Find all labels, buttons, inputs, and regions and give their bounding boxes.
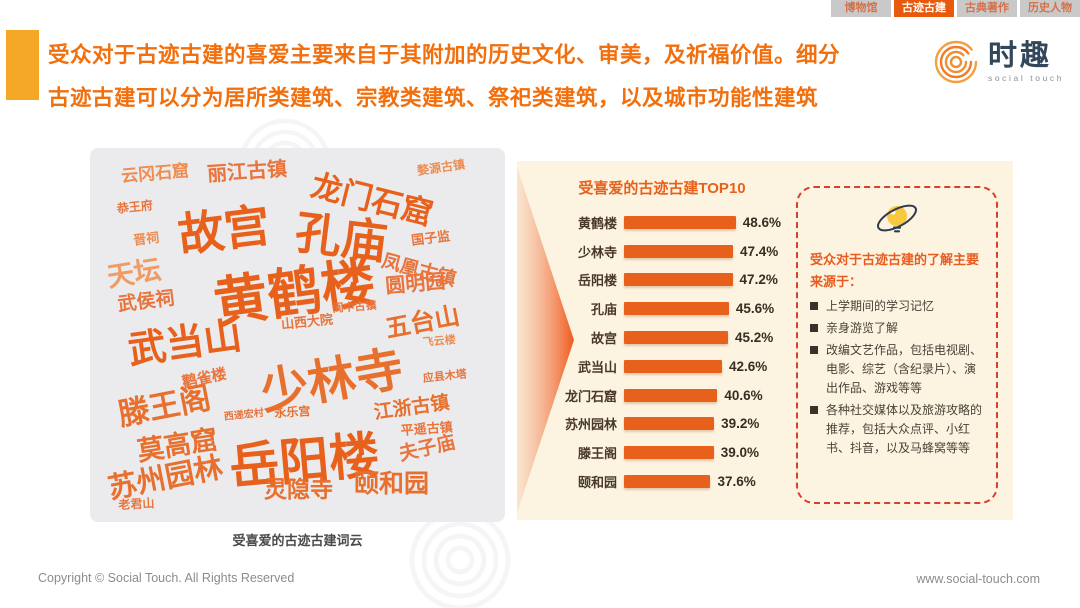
bar	[624, 359, 722, 373]
bar	[624, 388, 718, 402]
page-title: 受众对于古迹古建的喜爱主要来自于其附加的历史文化、审美，及祈福价值。细分 古迹古…	[48, 34, 918, 120]
bar-label: 孔庙	[590, 302, 617, 318]
spiral-rings-icon	[934, 40, 978, 84]
bar-value: 39.2%	[721, 416, 760, 432]
brand-subtitle: social touch	[988, 73, 1065, 83]
bar-label: 岳阳楼	[577, 273, 617, 289]
wordcloud-word: 云冈石窟	[120, 161, 190, 186]
footer-website: www.social-touch.com	[916, 572, 1040, 586]
bar-value: 40.6%	[724, 387, 763, 403]
page-title-line1: 受众对于古迹古建的喜爱主要来自于其附加的历史文化、审美，及祈福价值。细分	[48, 43, 841, 67]
arrow-right-icon	[517, 167, 574, 513]
bar	[624, 475, 711, 489]
bar-value: 48.6%	[742, 214, 782, 230]
bar-label: 黄鹤楼	[577, 215, 617, 231]
bullet-text: 亲身游览了解	[826, 321, 899, 335]
bar	[624, 273, 733, 287]
bar-value: 45.2%	[734, 330, 774, 346]
bullet-text: 改编文艺作品，包括电视剧、电影、综艺（含纪录片）、演出作品、游戏等等	[826, 343, 983, 395]
bar-label: 龙门石窟	[564, 388, 617, 404]
bar-row: 岳阳楼 47.2%	[525, 266, 781, 295]
accent-square	[6, 30, 39, 100]
bar-row: 滕王阁 39.0%	[525, 438, 781, 467]
bar	[624, 331, 728, 345]
bar-label: 滕王阁	[577, 446, 617, 462]
bar-row: 颐和园 37.6%	[525, 467, 781, 496]
bar-label: 故宫	[590, 331, 617, 347]
insight-bullet: 亲身游览了解	[810, 319, 984, 338]
wordcloud-word: 武当山	[125, 315, 245, 373]
insight-bullet: 改编文艺作品，包括电视剧、电影、综艺（含纪录片）、演出作品、游戏等等	[810, 341, 984, 398]
footer-copyright: Copyright © Social Touch. All Rights Res…	[38, 571, 295, 585]
wordcloud-word: 圆明园	[384, 270, 447, 298]
bar-value: 37.6%	[717, 474, 756, 490]
detail-panel: 受喜爱的古迹古建TOP10 黄鹤楼 48.6% 少林寺 47.4% 岳阳楼 47.2% 孔庙…	[517, 161, 1013, 520]
bar-value: 42.6%	[728, 358, 768, 374]
bar	[624, 215, 736, 229]
wordcloud-word: 婺源古镇	[416, 157, 466, 178]
bar	[624, 417, 715, 431]
bar	[624, 244, 734, 258]
bar-value: 39.0%	[720, 445, 759, 461]
wordcloud-word: 老君山	[118, 496, 155, 512]
bar-label: 武当山	[577, 359, 617, 375]
bar-label: 少林寺	[577, 244, 617, 260]
wordcloud-word: 西递宏村	[223, 407, 265, 423]
bullet-text: 各种社交媒体以及旅游攻略的推荐，包括大众点评、小红书、抖音，以及马蜂窝等等	[826, 403, 983, 455]
tab-古迹古建[interactable]: 古迹古建	[894, 0, 954, 17]
bar-label: 苏州园林	[564, 417, 617, 433]
page-title-line2: 古迹古建可以分为居所类建筑、宗教类建筑、祭祀类建筑，以及城市功能性建筑	[48, 86, 819, 110]
bar-row: 孔庙 45.6%	[525, 294, 781, 323]
wordcloud-word: 永乐宫	[274, 404, 311, 420]
insight-box: 受众对于古迹古建的了解主要来源于： 上学期间的学习记忆 亲身游览了解改编文艺作品，…	[796, 186, 998, 504]
brand-name: 时趣	[988, 40, 1053, 72]
lightbulb-orbit-icon	[877, 204, 917, 233]
bar-value: 47.2%	[739, 272, 778, 288]
brand-logo: 时趣 social touch	[930, 36, 1064, 88]
wordcloud-word: 恭王府	[116, 198, 154, 216]
bar-row: 黄鹤楼 48.6%	[525, 208, 781, 237]
bullet-square-icon	[810, 324, 818, 332]
insight-bullet: 各种社交媒体以及旅游攻略的推荐，包括大众点评、小红书、抖音，以及马蜂窝等等	[810, 401, 984, 458]
bar-value: 47.4%	[740, 243, 779, 259]
chart-title: 受喜爱的古迹古建TOP10	[578, 180, 746, 197]
wordcloud-word: 国子监	[410, 228, 451, 248]
wordcloud-word: 灵隐寺	[264, 476, 333, 502]
insight-heading: 受众对于古迹古建的了解主要来源于：	[810, 252, 980, 289]
wordcloud-panel: 云冈石窟 丽江古镇 龙门石窟 婺源古镇 恭王府 故宫 孔庙 晋祠 国子监 天坛 凤凰古镇 黄鹤楼 圆明园…	[90, 148, 505, 522]
bar-row: 少林寺 47.4%	[525, 237, 781, 266]
bar-value: 45.6%	[735, 301, 775, 317]
wordcloud-word: 武侯祠	[116, 288, 176, 316]
bar-row: 故宫 45.2%	[525, 323, 781, 352]
wordcloud-word: 应县木塔	[422, 368, 468, 385]
wordcloud-caption: 受喜爱的古迹古建词云	[232, 533, 363, 548]
wordcloud-word: 飞云楼	[422, 334, 457, 349]
wordcloud-word: 山西大院	[280, 311, 334, 332]
bar-row: 苏州园林 39.2%	[525, 410, 781, 439]
bullet-square-icon	[810, 302, 818, 310]
bullet-text: 上学期间的学习记忆	[826, 299, 935, 313]
bar-rows: 黄鹤楼 48.6% 少林寺 47.4% 岳阳楼 47.2% 孔庙 45.6% 故宫 45.2% 武当…	[525, 208, 781, 496]
bullet-square-icon	[810, 346, 818, 354]
bar	[624, 302, 729, 316]
wordcloud-word: 颐和园	[354, 470, 430, 498]
bullet-square-icon	[810, 406, 818, 414]
bar	[624, 446, 714, 460]
wordcloud-word: 丽江古镇	[206, 158, 288, 186]
tab-博物馆[interactable]: 博物馆	[831, 0, 891, 17]
insight-bullet: 上学期间的学习记忆	[810, 297, 984, 316]
top-tabs: 博物馆 古迹古建 古典著作 历史人物	[831, 0, 1080, 17]
bar-row: 武当山 42.6%	[525, 352, 781, 381]
brand-logo-text: 时趣 social touch	[988, 41, 1064, 83]
wordcloud-word: 晋祠	[132, 229, 161, 248]
insight-list: 上学期间的学习记忆 亲身游览了解改编文艺作品，包括电视剧、电影、综艺（含纪录片）、…	[810, 297, 984, 458]
bar-label: 颐和园	[577, 475, 617, 491]
bar-row: 龙门石窟 40.6%	[525, 381, 781, 410]
tab-历史人物[interactable]: 历史人物	[1020, 0, 1080, 17]
tab-古典著作[interactable]: 古典著作	[957, 0, 1017, 17]
wordcloud-word: 阆中古镇	[332, 299, 377, 315]
